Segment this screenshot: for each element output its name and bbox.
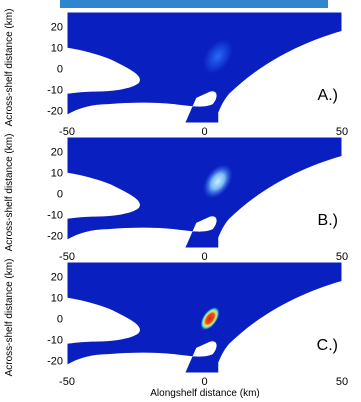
y-axis-label: Across-shelf distance (km)	[4, 9, 15, 127]
land-east	[218, 155, 342, 248]
land-east	[218, 280, 342, 373]
land-west	[67, 172, 140, 219]
x-tick-label: 50	[336, 376, 348, 388]
y-tick-label: 0	[57, 314, 63, 326]
panel-label: A.)	[318, 87, 338, 104]
land-west	[67, 297, 140, 344]
x-tick-label: 0	[201, 251, 207, 263]
panel-3: -20 -10 0 10 20 -50 0 50 Across-shelf distance (…	[4, 259, 348, 388]
x-tick-label: 50	[336, 126, 348, 138]
y-tick-label: 10	[51, 43, 63, 55]
x-tick-label: -50	[59, 376, 75, 388]
y-tick-label: 20	[51, 22, 63, 34]
y-tick-label: 0	[57, 64, 63, 76]
x-tick-label: 0	[201, 376, 207, 388]
plume-mark	[203, 164, 233, 199]
plot-frame	[66, 11, 343, 124]
land-west	[67, 47, 140, 94]
plume-mark	[200, 307, 220, 330]
x-axis-label: Alongshelf distance (km)	[150, 388, 260, 399]
y-tick-label: -20	[47, 105, 63, 117]
panel-label: C.)	[317, 337, 338, 354]
y-tick-label: 0	[57, 189, 63, 201]
y-tick-label: -10	[47, 334, 63, 346]
panel-2: -20 -10 0 10 20 -50 0 50 Across-shelf distance (…	[4, 134, 348, 263]
y-tick-label: -10	[47, 84, 63, 96]
x-tick-label: 0	[201, 126, 207, 138]
x-tick-label: -50	[59, 126, 75, 138]
land-east	[218, 30, 342, 123]
y-tick-label: 10	[51, 168, 63, 180]
y-tick-label: 20	[51, 272, 63, 284]
panel-label: B.)	[318, 212, 338, 229]
plume-mark	[203, 39, 233, 74]
y-tick-label: 10	[51, 293, 63, 305]
panel-1: -20 -10 0 10 20 -50 0 50 Across-shelf distance (…	[4, 9, 348, 138]
plot-frame	[66, 261, 343, 374]
y-tick-label: -20	[47, 230, 63, 242]
plot-frame	[66, 136, 343, 249]
y-axis-label: Across-shelf distance (km)	[4, 259, 15, 377]
coastline-edge	[201, 137, 342, 236]
coastline-edge	[201, 262, 342, 361]
panels: -20 -10 0 10 20 -50 0 50 Across-shelf distance (…	[4, 9, 348, 388]
land-south	[67, 91, 217, 123]
y-tick-label: 20	[51, 147, 63, 159]
y-tick-label: -10	[47, 209, 63, 221]
x-tick-label: -50	[59, 251, 75, 263]
x-tick-label: 50	[336, 251, 348, 263]
coastline-edge	[201, 12, 342, 111]
top-color-bar	[60, 0, 328, 8]
y-axis-label: Across-shelf distance (km)	[4, 134, 15, 252]
land-south	[67, 216, 217, 248]
y-tick-label: -20	[47, 355, 63, 367]
land-south	[67, 341, 217, 373]
